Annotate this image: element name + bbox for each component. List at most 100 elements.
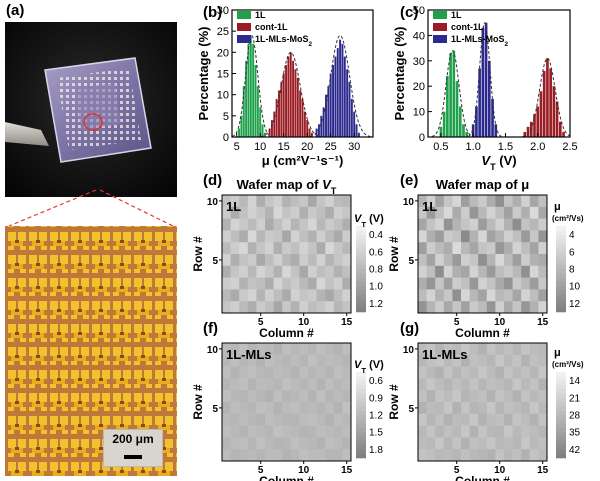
map-cell	[521, 413, 531, 426]
map-cell	[426, 343, 436, 356]
map-cell	[256, 218, 266, 231]
bar-red-18	[310, 132, 313, 137]
bar-red-4	[536, 106, 540, 137]
map-cell	[222, 195, 231, 208]
map-cell	[469, 366, 479, 379]
colorbar-segment	[556, 303, 566, 308]
map-cell	[282, 265, 292, 278]
map-cell	[452, 378, 462, 391]
map-cell	[486, 289, 496, 302]
colorbar-segment	[356, 423, 366, 429]
colorbar-segment	[356, 445, 366, 450]
x-tick-label: 5	[454, 317, 460, 328]
map-cell	[452, 413, 462, 426]
colorbar-segment	[556, 389, 566, 394]
map-cell	[478, 301, 488, 314]
map-cell	[504, 242, 513, 255]
map-cell	[299, 343, 309, 356]
map-cell	[282, 218, 292, 231]
map-cell	[443, 402, 453, 415]
map-cell	[247, 425, 257, 438]
map-cell	[247, 242, 257, 255]
map-cell	[504, 413, 513, 426]
map-cell	[239, 413, 249, 426]
map-cell	[512, 277, 522, 290]
map-cell	[325, 425, 335, 438]
map-cell	[273, 366, 283, 379]
map-cell	[469, 254, 479, 267]
map-cell	[342, 289, 352, 302]
map-cell	[443, 289, 453, 302]
map-cell	[495, 195, 505, 208]
map-cell	[461, 265, 470, 278]
map-cell	[486, 242, 496, 255]
colorbar-segment	[356, 307, 366, 313]
colorbar-segment	[356, 376, 366, 381]
map-cell	[325, 195, 335, 208]
bar-blue-6	[491, 98, 494, 137]
map-cell	[230, 425, 240, 438]
map-cell	[299, 206, 309, 219]
colorbar-segment	[356, 290, 366, 296]
map-cell	[308, 195, 317, 208]
map-cell	[521, 402, 531, 415]
colorbar-segment	[556, 380, 566, 386]
bar-red-14	[301, 98, 304, 137]
colorbar-segment	[356, 303, 366, 308]
map-cell	[538, 425, 548, 438]
map-cell	[273, 413, 283, 426]
map-cell	[529, 449, 539, 462]
map-cell	[478, 265, 488, 278]
map-cell	[426, 425, 436, 438]
colorbar-tick-label: 35	[569, 428, 581, 439]
map-cell	[256, 413, 266, 426]
map-cell	[333, 301, 343, 314]
map-cell	[256, 437, 266, 450]
bar-blue-3	[481, 27, 485, 138]
map-cell	[529, 206, 539, 219]
map-cell	[461, 354, 470, 367]
map-cell	[495, 343, 505, 356]
map-cell	[342, 230, 352, 243]
colorbar-units: (cm²/Vs)	[552, 360, 584, 369]
map-cell	[478, 378, 488, 391]
y-axis-label: Row #	[191, 384, 205, 420]
map-cell	[435, 254, 445, 267]
map-cell	[247, 366, 257, 379]
map-cell	[435, 218, 445, 231]
map-cell	[418, 378, 427, 391]
map-cell	[452, 242, 462, 255]
map-cell	[316, 254, 326, 267]
map-cell	[239, 265, 249, 278]
map-cell	[443, 195, 453, 208]
map-cell	[265, 254, 274, 267]
x-tick-label: 10	[298, 465, 310, 476]
map-cell	[443, 242, 453, 255]
map-cell	[529, 195, 539, 208]
map-cell	[512, 289, 522, 302]
colorbar-segment	[556, 294, 566, 300]
map-cell	[230, 206, 240, 219]
map-cell	[290, 195, 300, 208]
y-tick-label: 5	[212, 256, 218, 267]
map-cell	[426, 289, 436, 302]
map-cell	[495, 277, 505, 290]
map-cell	[443, 378, 453, 391]
map-cell	[504, 230, 513, 243]
bar-red-2	[273, 111, 276, 137]
map-cell	[333, 437, 343, 450]
map-cell	[504, 254, 513, 267]
map-cell	[290, 437, 300, 450]
bar-red-3	[275, 98, 278, 137]
map-cell	[247, 301, 257, 314]
map-cell	[426, 242, 436, 255]
map-cell	[308, 343, 317, 356]
colorbar-segment	[556, 273, 566, 278]
bar-red-9	[289, 52, 292, 138]
map-cell	[426, 366, 436, 379]
x-tick-label: 2.0	[530, 141, 545, 153]
map-cell	[538, 277, 548, 290]
map-cell	[478, 230, 488, 243]
map-cell	[529, 354, 539, 367]
